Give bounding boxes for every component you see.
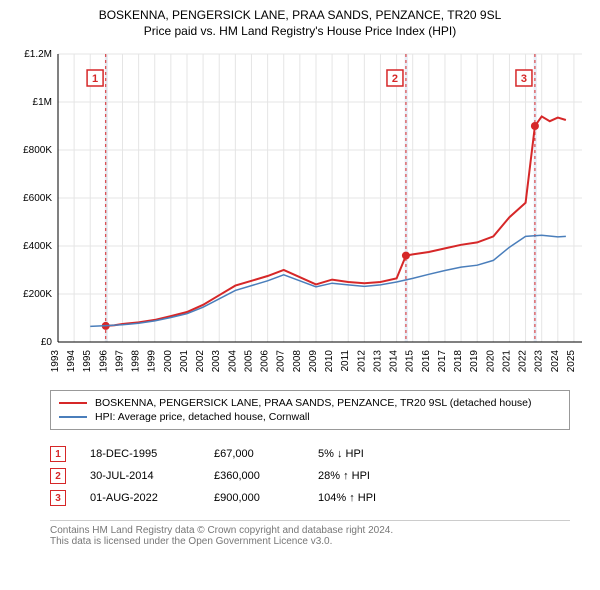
legend-box: BOSKENNA, PENGERSICK LANE, PRAA SANDS, P… [50, 390, 570, 430]
svg-text:3: 3 [521, 73, 527, 85]
svg-text:1998: 1998 [131, 350, 142, 373]
svg-text:1995: 1995 [82, 350, 93, 373]
svg-text:1996: 1996 [98, 350, 109, 373]
svg-text:2017: 2017 [437, 350, 448, 373]
footer-line2: This data is licensed under the Open Gov… [50, 536, 570, 547]
svg-text:£600K: £600K [23, 193, 52, 204]
svg-text:£1.2M: £1.2M [24, 49, 52, 60]
event-date: 30-JUL-2014 [90, 470, 190, 482]
svg-text:2024: 2024 [550, 350, 561, 373]
legend-item: HPI: Average price, detached house, Corn… [59, 411, 561, 423]
svg-text:2008: 2008 [292, 350, 303, 373]
svg-text:2011: 2011 [340, 350, 351, 372]
event-row: 3 01-AUG-2022 £900,000 104% ↑ HPI [50, 490, 570, 506]
event-marker: 2 [50, 468, 66, 484]
line-chart: £0 £200K £400K £600K £800K £1M £1.2M 1993 1994 19… [10, 44, 590, 384]
svg-text:2022: 2022 [518, 350, 529, 373]
svg-text:2009: 2009 [308, 350, 319, 373]
legend-swatch [59, 402, 87, 404]
svg-text:2023: 2023 [534, 350, 545, 373]
svg-text:2021: 2021 [501, 350, 512, 373]
svg-text:2014: 2014 [389, 350, 400, 373]
event-delta: 104% ↑ HPI [318, 492, 376, 504]
event-delta: 5% ↓ HPI [318, 448, 364, 460]
svg-text:1: 1 [92, 73, 98, 85]
event-marker: 3 [50, 490, 66, 506]
svg-text:2016: 2016 [421, 350, 432, 373]
svg-text:£200K: £200K [23, 289, 52, 300]
event-date: 18-DEC-1995 [90, 448, 190, 460]
title-line2: Price paid vs. HM Land Registry's House … [10, 24, 590, 38]
svg-text:2004: 2004 [227, 350, 238, 373]
event-row: 2 30-JUL-2014 £360,000 28% ↑ HPI [50, 468, 570, 484]
svg-text:£1M: £1M [33, 97, 52, 108]
legend-label: HPI: Average price, detached house, Corn… [95, 411, 310, 423]
svg-text:2000: 2000 [163, 350, 174, 373]
legend-swatch [59, 416, 87, 418]
event-delta: 28% ↑ HPI [318, 470, 370, 482]
event-table: 1 18-DEC-1995 £67,000 5% ↓ HPI 2 30-JUL-2014 £… [50, 440, 570, 512]
event-price: £900,000 [214, 492, 294, 504]
svg-text:2012: 2012 [356, 350, 367, 373]
svg-text:2020: 2020 [485, 350, 496, 373]
svg-text:1997: 1997 [114, 350, 125, 373]
svg-text:1999: 1999 [147, 350, 158, 373]
title-line1: BOSKENNA, PENGERSICK LANE, PRAA SANDS, P… [10, 8, 590, 22]
svg-text:2010: 2010 [324, 350, 335, 373]
svg-text:2007: 2007 [276, 350, 287, 373]
legend-label: BOSKENNA, PENGERSICK LANE, PRAA SANDS, P… [95, 397, 532, 409]
svg-text:2025: 2025 [566, 350, 577, 373]
svg-text:2015: 2015 [405, 350, 416, 373]
svg-text:2002: 2002 [195, 350, 206, 373]
legend-item: BOSKENNA, PENGERSICK LANE, PRAA SANDS, P… [59, 397, 561, 409]
svg-text:£400K: £400K [23, 241, 52, 252]
footer-attribution: Contains HM Land Registry data © Crown c… [50, 520, 570, 547]
event-date: 01-AUG-2022 [90, 492, 190, 504]
svg-text:2006: 2006 [260, 350, 271, 373]
footer-line1: Contains HM Land Registry data © Crown c… [50, 525, 570, 536]
svg-text:2018: 2018 [453, 350, 464, 373]
svg-text:1993: 1993 [50, 350, 61, 373]
title-block: BOSKENNA, PENGERSICK LANE, PRAA SANDS, P… [10, 8, 590, 38]
svg-text:£800K: £800K [23, 145, 52, 156]
chart-container: BOSKENNA, PENGERSICK LANE, PRAA SANDS, P… [0, 0, 600, 590]
svg-text:1994: 1994 [66, 350, 77, 373]
event-price: £67,000 [214, 448, 294, 460]
event-row: 1 18-DEC-1995 £67,000 5% ↓ HPI [50, 446, 570, 462]
svg-text:2013: 2013 [372, 350, 383, 373]
chart-area: £0 £200K £400K £600K £800K £1M £1.2M 1993 1994 19… [10, 44, 590, 384]
svg-text:2001: 2001 [179, 350, 190, 373]
svg-text:2005: 2005 [243, 350, 254, 373]
event-marker: 1 [50, 446, 66, 462]
svg-text:£0: £0 [41, 337, 53, 348]
svg-text:2003: 2003 [211, 350, 222, 373]
event-price: £360,000 [214, 470, 294, 482]
svg-text:2: 2 [392, 73, 398, 85]
svg-text:2019: 2019 [469, 350, 480, 373]
